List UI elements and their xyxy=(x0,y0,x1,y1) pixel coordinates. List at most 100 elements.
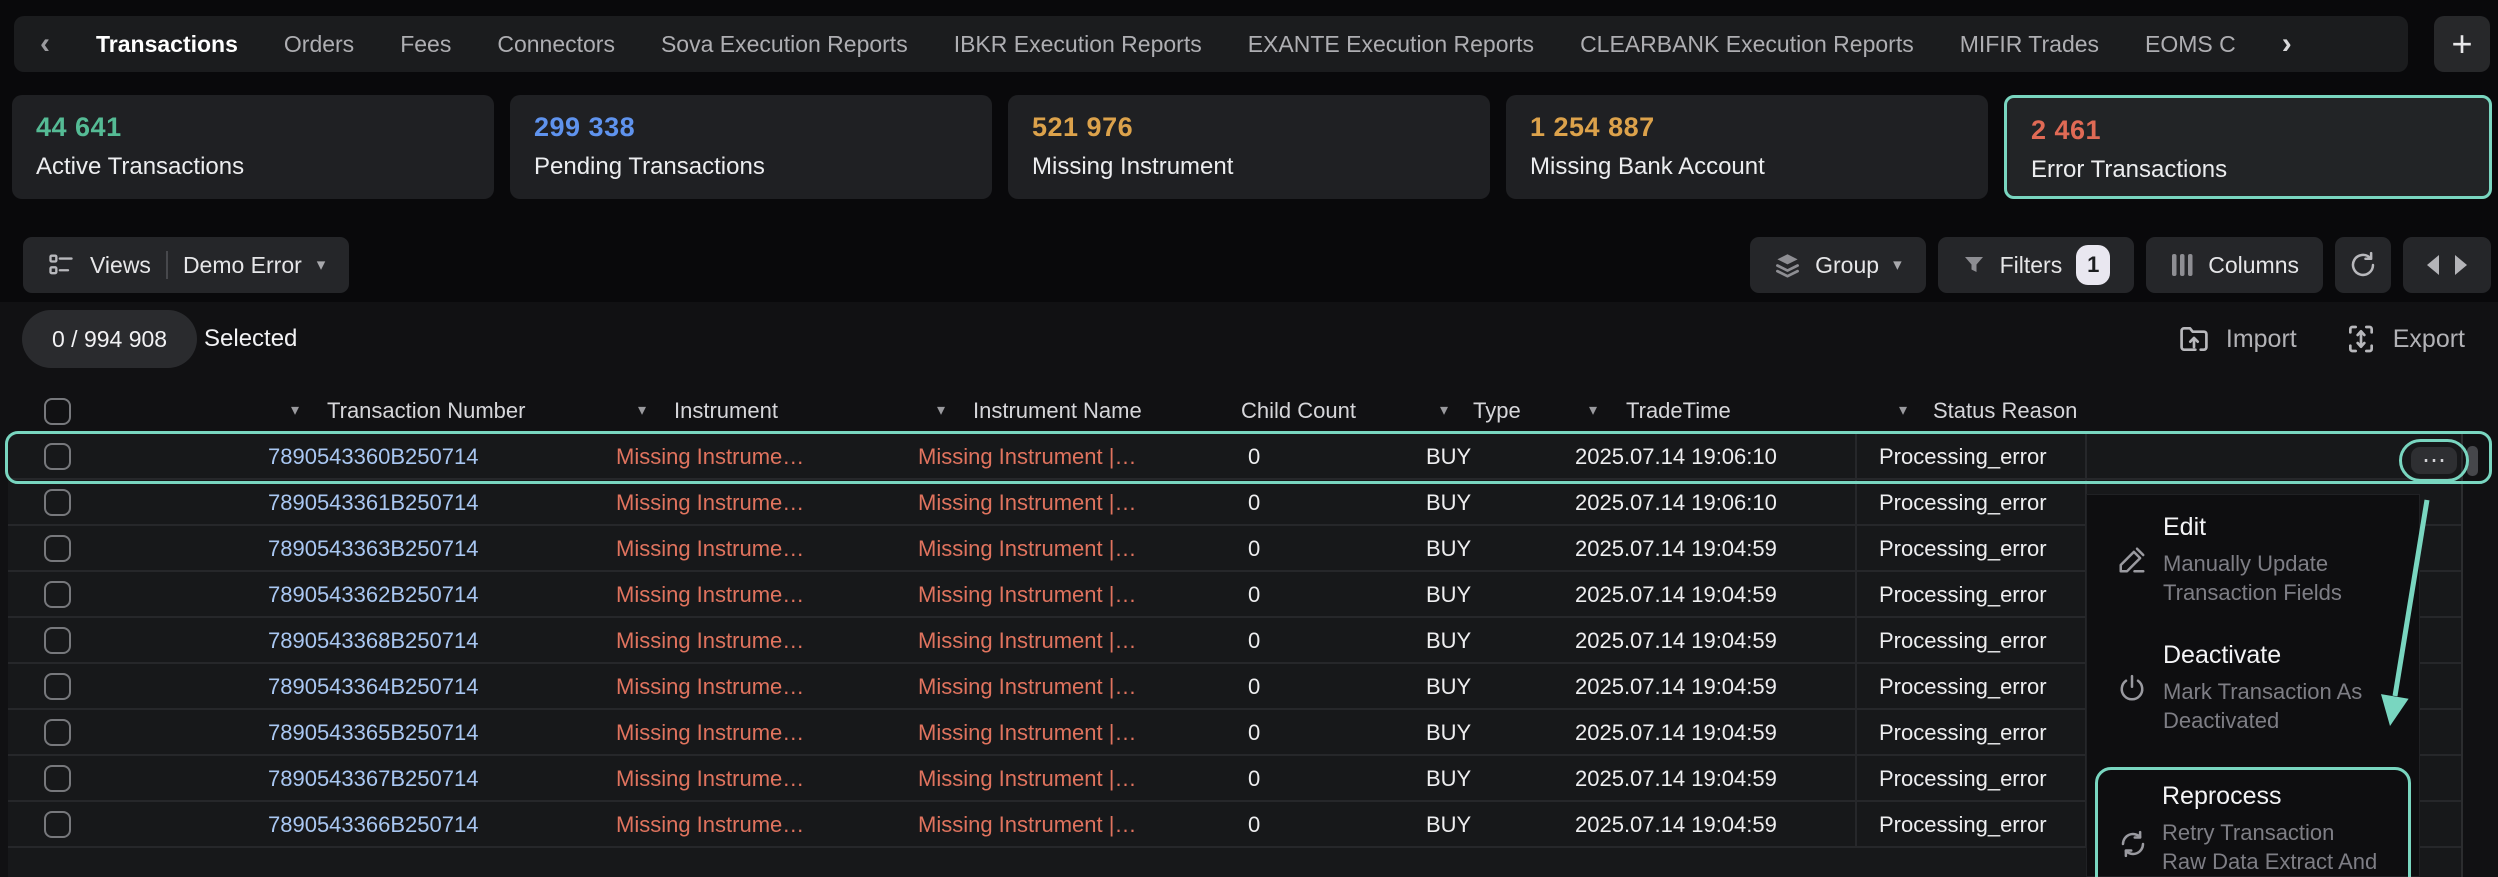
row-checkbox[interactable] xyxy=(44,811,71,838)
instrument-name-cell[interactable]: Missing Instrument |… xyxy=(918,490,1137,515)
instrument-cell[interactable]: Missing Instrume… xyxy=(616,674,805,699)
menu-item-subtitle: Mark Transaction As Deactivated xyxy=(2163,679,2363,733)
instrument-name-cell[interactable]: Missing Instrument |… xyxy=(918,812,1137,837)
column-menu-caret-icon[interactable]: ▾ xyxy=(638,402,647,419)
instrument-cell[interactable]: Missing Instrume… xyxy=(616,766,805,791)
selected-label: Selected xyxy=(204,325,298,352)
nav-tab-clearbank-execution-reports[interactable]: CLEARBANK Execution Reports xyxy=(1580,30,1914,57)
instrument-cell[interactable]: Missing Instrume… xyxy=(616,582,805,607)
stat-card-active-transactions[interactable]: 44 641 Active Transactions xyxy=(12,95,494,199)
status-reason-cell: Processing_error xyxy=(1879,766,2047,791)
table-row[interactable]: 7890543363B250714 Missing Instrume… Missin… xyxy=(8,526,2462,572)
column-header-transaction-number[interactable]: Transaction Number xyxy=(327,398,526,423)
filters-button[interactable]: Filters 1 xyxy=(1937,237,2135,293)
column-header-status-reason[interactable]: Status Reason xyxy=(1933,398,2078,423)
nav-tab-sova-execution-reports[interactable]: Sova Execution Reports xyxy=(660,30,908,57)
row-checkbox[interactable] xyxy=(44,443,71,470)
refresh-button[interactable] xyxy=(2335,237,2391,293)
type-cell: BUY xyxy=(1426,536,1472,561)
page-nav-buttons[interactable] xyxy=(2403,237,2491,293)
instrument-cell[interactable]: Missing Instrume… xyxy=(616,490,805,515)
nav-back-chevron-icon[interactable]: ‹ xyxy=(40,27,50,60)
row-checkbox[interactable] xyxy=(44,535,71,562)
column-header-type[interactable]: Type xyxy=(1473,398,1521,423)
row-checkbox[interactable] xyxy=(44,765,71,792)
transaction-number-link[interactable]: 7890543366B250714 xyxy=(268,812,479,837)
table-row[interactable]: 7890543368B250714 Missing Instrume… Missin… xyxy=(8,618,2462,664)
instrument-name-cell[interactable]: Missing Instrument |… xyxy=(918,444,1137,469)
stat-card-missing-bank-account[interactable]: 1 254 887 Missing Bank Account xyxy=(1506,95,1988,199)
export-button[interactable]: Export xyxy=(2345,323,2465,355)
nav-tab-mifir-trades[interactable]: MIFIR Trades xyxy=(1959,30,2100,57)
column-divider xyxy=(1855,526,1857,570)
instrument-name-cell[interactable]: Missing Instrument |… xyxy=(918,674,1137,699)
instrument-cell[interactable]: Missing Instrume… xyxy=(616,720,805,745)
instrument-name-cell[interactable]: Missing Instrument |… xyxy=(918,766,1137,791)
select-all-checkbox[interactable] xyxy=(44,398,71,425)
transaction-number-link[interactable]: 7890543365B250714 xyxy=(268,720,479,745)
transaction-number-link[interactable]: 7890543368B250714 xyxy=(268,628,479,653)
row-checkbox[interactable] xyxy=(44,489,71,516)
column-header-child-count[interactable]: Child Count xyxy=(1241,398,1356,423)
instrument-cell[interactable]: Missing Instrume… xyxy=(616,812,805,837)
columns-button[interactable]: Columns xyxy=(2146,237,2323,293)
column-header-instrument-name[interactable]: Instrument Name xyxy=(973,398,1142,423)
views-selector-button[interactable]: Views Demo Error ▾ xyxy=(23,237,350,293)
stat-card-missing-instrument[interactable]: 521 976 Missing Instrument xyxy=(1008,95,1490,199)
table-row[interactable]: 7890543367B250714 Missing Instrume… Missin… xyxy=(8,756,2462,802)
nav-overflow-chevron-icon[interactable]: › xyxy=(2281,27,2292,60)
menu-item-reprocess[interactable]: Reprocess Retry Transaction Raw Data Extr… xyxy=(2095,767,2411,877)
table-row[interactable]: 7890543365B250714 Missing Instrume… Missin… xyxy=(8,710,2462,756)
row-actions-button[interactable]: ⋯ xyxy=(2411,447,2457,474)
column-header-tradetime[interactable]: TradeTime xyxy=(1626,398,1731,423)
instrument-cell[interactable]: Missing Instrume… xyxy=(616,628,805,653)
column-header-instrument[interactable]: Instrument xyxy=(674,398,778,423)
table-row[interactable]: 7890543362B250714 Missing Instrume… Missin… xyxy=(8,572,2462,618)
column-menu-caret-icon[interactable]: ▾ xyxy=(937,402,946,419)
nav-tab-fees[interactable]: Fees xyxy=(400,30,452,57)
transaction-number-link[interactable]: 7890543362B250714 xyxy=(268,582,479,607)
transaction-number-link[interactable]: 7890543360B250714 xyxy=(268,444,479,469)
nav-tab-orders[interactable]: Orders xyxy=(283,30,355,57)
add-tab-button[interactable]: + xyxy=(2434,16,2490,72)
nav-tab-eoms-c[interactable]: EOMS C xyxy=(2145,30,2236,57)
row-checkbox[interactable] xyxy=(44,581,71,608)
stat-card-error-transactions[interactable]: 2 461 Error Transactions xyxy=(2004,95,2492,199)
nav-tab-exante-execution-reports[interactable]: EXANTE Execution Reports xyxy=(1247,30,1535,57)
transaction-number-link[interactable]: 7890543364B250714 xyxy=(268,674,479,699)
stat-card-pending-transactions[interactable]: 299 338 Pending Transactions xyxy=(510,95,992,199)
table-row[interactable]: 7890543364B250714 Missing Instrume… Missin… xyxy=(8,664,2462,710)
nav-tab-connectors[interactable]: Connectors xyxy=(497,30,615,57)
trade-time-cell: 2025.07.14 19:04:59 xyxy=(1575,812,1777,837)
transaction-number-link[interactable]: 7890543361B250714 xyxy=(268,490,479,515)
instrument-cell[interactable]: Missing Instrume… xyxy=(616,536,805,561)
table-row[interactable]: 7890543366B250714 Missing Instrume… Missin… xyxy=(8,802,2462,848)
row-checkbox[interactable] xyxy=(44,627,71,654)
funnel-icon xyxy=(1964,257,1983,272)
menu-item-deactivate[interactable]: Deactivate Mark Transaction As Deactivate… xyxy=(2097,639,2409,737)
nav-tab-transactions[interactable]: Transactions xyxy=(96,30,238,57)
row-checkbox[interactable] xyxy=(44,719,71,746)
transaction-number-link[interactable]: 7890543363B250714 xyxy=(268,536,479,561)
instrument-name-cell[interactable]: Missing Instrument |… xyxy=(918,628,1137,653)
column-menu-caret-icon[interactable]: ▾ xyxy=(1899,402,1908,419)
menu-item-edit[interactable]: Edit Manually Update Transaction Fields xyxy=(2097,511,2409,609)
table-row[interactable]: 7890543361B250714 Missing Instrume… Missin… xyxy=(8,480,2462,526)
transaction-number-link[interactable]: 7890543367B250714 xyxy=(268,766,479,791)
instrument-cell[interactable]: Missing Instrume… xyxy=(616,444,805,469)
row-checkbox[interactable] xyxy=(44,673,71,700)
group-button[interactable]: Group ▾ xyxy=(1750,237,1926,293)
column-menu-caret-icon[interactable]: ▾ xyxy=(291,402,300,419)
instrument-name-cell[interactable]: Missing Instrument |… xyxy=(918,582,1137,607)
import-button[interactable]: Import xyxy=(2178,323,2297,355)
column-menu-caret-icon[interactable]: ▾ xyxy=(1589,402,1598,419)
child-count-cell: 0 xyxy=(1248,628,1261,653)
instrument-name-cell[interactable]: Missing Instrument |… xyxy=(918,720,1137,745)
instrument-name-cell[interactable]: Missing Instrument |… xyxy=(918,536,1137,561)
column-menu-caret-icon[interactable]: ▾ xyxy=(1440,402,1449,419)
next-page-icon[interactable] xyxy=(2453,254,2469,276)
prev-page-icon[interactable] xyxy=(2425,254,2441,276)
nav-tab-ibkr-execution-reports[interactable]: IBKR Execution Reports xyxy=(953,30,1202,57)
table-row[interactable]: 7890543360B250714 Missing Instrume… Missin… xyxy=(8,434,2462,480)
scrollbar-thumb[interactable] xyxy=(2467,446,2478,476)
